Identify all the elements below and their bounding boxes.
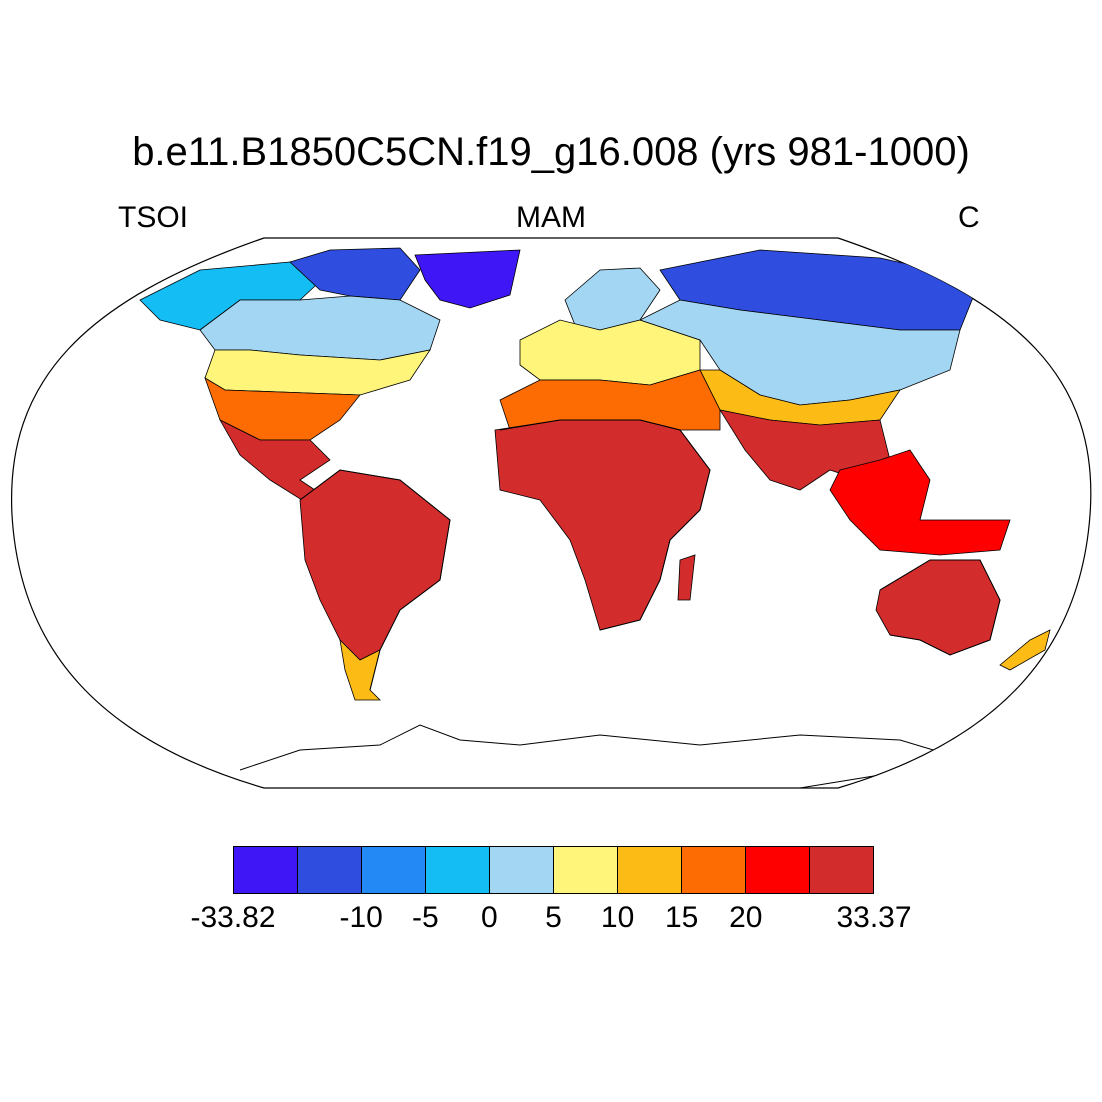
colorbar-box-1: [298, 847, 362, 893]
region-greenland: [414, 249, 521, 309]
colorbar-box-3: [426, 847, 490, 893]
colorbar-box-9: [810, 847, 873, 893]
colorbar-label-5: 10: [600, 901, 635, 934]
region-canadian-arctic: [289, 247, 421, 301]
colorbar-box-2: [362, 847, 426, 893]
region-southeast-asia-indonesia: [829, 449, 1011, 556]
colorbar-label-6: 15: [665, 901, 699, 934]
units-label: C: [958, 201, 980, 234]
land-layer: [139, 247, 1051, 788]
season-label: MAM: [516, 201, 586, 234]
colorbar-box-8: [746, 847, 810, 893]
coastline-outlines: [299, 419, 1001, 691]
colorbar-label-4: 5: [545, 901, 562, 934]
colorbar-label-7: 20: [729, 901, 763, 934]
colorbar: [233, 846, 874, 894]
colorbar-box-5: [554, 847, 618, 893]
colorbar-label-3: 0: [481, 901, 498, 934]
colorbar-box-4: [490, 847, 554, 893]
plot-title: b.e11.B1850C5CN.f19_g16.008 (yrs 981-100…: [132, 130, 970, 174]
colorbar-box-6: [618, 847, 682, 893]
variable-label: TSOI: [118, 201, 189, 234]
region-madagascar: [677, 554, 696, 601]
colorbar-label-8: 33.37: [836, 901, 912, 934]
region-patagonia: [339, 638, 381, 701]
colorbar-box-0: [234, 847, 298, 893]
colorbar-label-1: -10: [339, 901, 383, 934]
region-new-zealand: [999, 629, 1051, 671]
colorbar-label-0: -33.82: [190, 901, 276, 934]
colorbar-label-2: -5: [411, 901, 439, 934]
colorbar-box-7: [682, 847, 746, 893]
